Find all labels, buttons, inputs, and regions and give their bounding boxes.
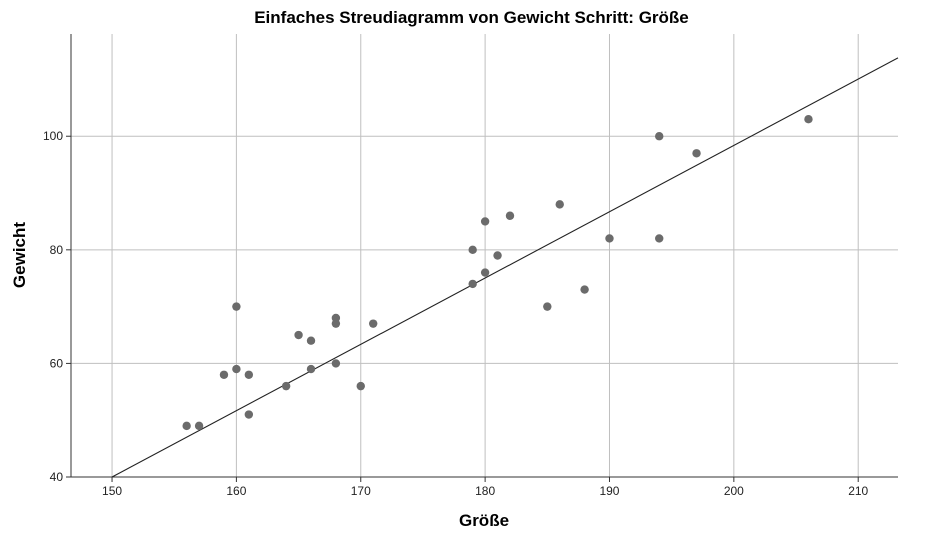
scatter-point (244, 410, 254, 419)
scatter-point (480, 268, 490, 277)
points (182, 114, 813, 431)
x-tick-label: 160 (226, 484, 246, 498)
y-axis-title: Gewicht (10, 222, 29, 288)
scatter-point (555, 200, 564, 209)
fit-line-group (111, 57, 899, 478)
y-tick-label: 60 (50, 356, 64, 370)
y-tick-label: 40 (50, 470, 64, 484)
scatter-point (182, 421, 191, 431)
scatter-point (580, 285, 589, 294)
x-tick-label: 180 (475, 484, 495, 498)
scatter-point (331, 359, 341, 368)
scatter-point (543, 302, 552, 311)
scatter-point (281, 381, 291, 391)
x-tick-label: 200 (724, 484, 744, 498)
axes (70, 34, 898, 478)
scatter-point (306, 364, 316, 374)
scatter-point (468, 279, 477, 289)
y-tick-label: 80 (50, 243, 64, 257)
scatter-point (244, 370, 254, 379)
scatter-point (306, 336, 316, 345)
x-tick-label: 190 (599, 484, 619, 498)
y-tick-label: 100 (43, 129, 63, 143)
chart-title: Einfaches Streudiagramm von Gewicht Schr… (254, 8, 689, 27)
x-axis-title: Größe (459, 511, 509, 530)
scatter-point (194, 421, 204, 431)
x-tick-label: 150 (102, 484, 122, 498)
scatter-point (232, 364, 241, 374)
scatter-point (655, 234, 664, 243)
scatter-point (294, 330, 303, 340)
grid (71, 34, 898, 477)
scatter-point (692, 149, 701, 158)
fit-line (111, 57, 899, 478)
scatter-point (468, 245, 477, 255)
scatter-point (356, 381, 365, 391)
scatter-point (331, 319, 341, 328)
scatter-point (219, 370, 229, 379)
scatter-point (232, 302, 241, 311)
ticks: 150 160 170 180 190 200 210 40 60 80 100 (43, 129, 869, 498)
scatter-point (804, 114, 813, 124)
scatter-point (493, 251, 502, 260)
scatter-point (605, 234, 614, 243)
x-tick-label: 210 (848, 484, 868, 498)
scatter-point (368, 319, 378, 328)
scatter-point (505, 211, 515, 220)
scatter-point (480, 217, 490, 226)
x-tick-label: 170 (351, 484, 371, 498)
scatter-point (655, 132, 664, 141)
